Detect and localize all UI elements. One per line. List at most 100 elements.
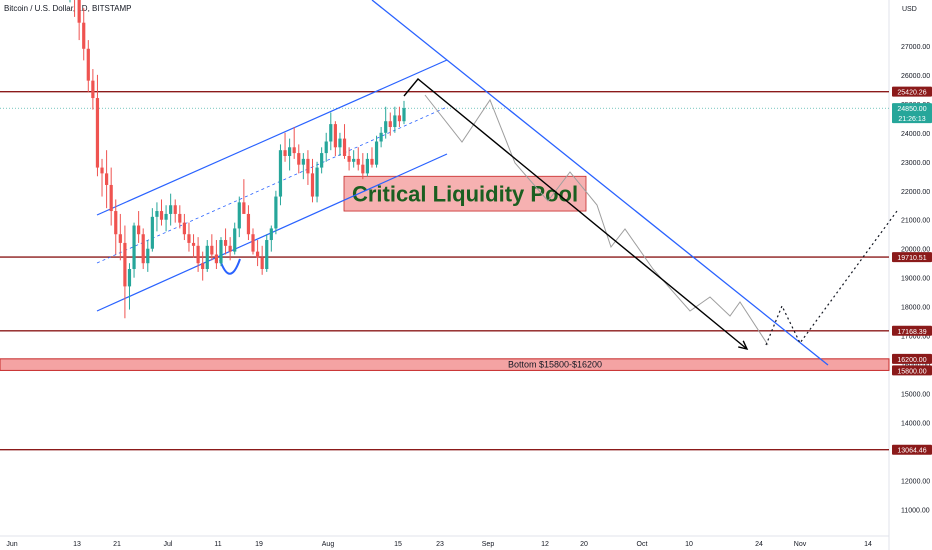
candle-body: [137, 225, 141, 235]
candle: [74, 0, 76, 17]
level-tag-label: 13064.46: [897, 448, 926, 455]
price-tick-label: 15000.00: [901, 392, 930, 399]
candle: [269, 225, 273, 252]
liquidity-pool-layer: Critical Liquidity Pool: [343, 175, 587, 212]
candle: [173, 199, 177, 223]
candle: [365, 153, 369, 177]
time-tick-label: Jun: [6, 541, 17, 548]
price-tick-label: 20000.00: [901, 247, 930, 254]
candle-body: [182, 222, 186, 235]
candle-body: [278, 150, 283, 197]
candle-body: [196, 245, 200, 264]
candle: [210, 234, 214, 261]
candle: [384, 106, 388, 139]
current-price-tag-label: 24850.00: [897, 106, 926, 113]
candle-body: [123, 242, 127, 287]
liquidity-pool-label: Critical Liquidity Pool: [352, 182, 578, 207]
candle: [255, 240, 260, 267]
candle-body: [393, 115, 397, 128]
channel-upper-line: [96, 59, 448, 216]
candle-body: [169, 205, 173, 214]
recovery-dotted-path: [765, 210, 898, 346]
candle-body: [288, 147, 292, 156]
candle-body: [374, 141, 379, 165]
candle: [205, 240, 209, 272]
candle: [242, 179, 246, 214]
price-tick-label: 21000.00: [901, 218, 930, 225]
candle-body: [205, 245, 209, 269]
candle-body: [105, 173, 109, 185]
candle-body: [233, 228, 237, 252]
price-tick-label: 14000.00: [901, 421, 930, 428]
candle: [274, 190, 278, 235]
time-axis[interactable]: Jun 13 21 Jul 11 19 Aug 15 23 Sep 12 20 Oct 10 24 Nov 14: [6, 541, 872, 548]
time-tick-label: 19: [255, 541, 263, 548]
candle-body: [384, 121, 388, 133]
candle-body: [214, 254, 219, 264]
candle-body: [159, 211, 164, 220]
candle-body: [402, 108, 406, 122]
candle: [169, 193, 173, 226]
price-tags-layer: 25420.26 19710.51 17168.39 13064.46 16200.00…: [892, 86, 932, 455]
candle: [402, 100, 406, 125]
candle-body: [379, 132, 383, 142]
candle-body: [77, 0, 81, 23]
candle-body: [265, 240, 269, 269]
candle: [237, 196, 241, 238]
candle: [86, 40, 90, 93]
candle-body: [95, 98, 100, 168]
candle-body: [127, 269, 132, 287]
candle-body: [164, 213, 168, 220]
candle-body: [255, 251, 260, 258]
candle-body: [338, 138, 342, 148]
candle: [320, 147, 324, 174]
candle: [137, 211, 141, 243]
candle: [146, 240, 150, 272]
current-price-tag: [892, 103, 932, 124]
zone-high-tag-label: 16200.00: [897, 357, 926, 364]
candle-body: [118, 234, 122, 243]
candle-body: [201, 263, 205, 269]
candle: [228, 237, 232, 261]
candle-body: [155, 211, 159, 217]
candle: [292, 127, 296, 159]
level-tag-label: 17168.39: [897, 329, 926, 336]
level-tag-label: 25420.26: [897, 90, 926, 97]
candle-body: [150, 216, 154, 249]
candle: [233, 222, 237, 255]
candle: [118, 213, 122, 261]
candle: [214, 240, 219, 269]
candle: [315, 161, 319, 203]
price-tick-label: 23000.00: [901, 160, 930, 167]
candle: [361, 153, 365, 180]
candle-body: [210, 245, 214, 255]
candle: [109, 167, 113, 226]
time-tick-label: Aug: [322, 541, 335, 548]
zone-low-tag: [892, 365, 932, 376]
projection-zigzag: [424, 94, 769, 346]
candle: [100, 158, 104, 197]
candle-body: [347, 155, 351, 162]
candle-body: [292, 147, 296, 154]
projection-layer: [403, 78, 898, 351]
price-tick-label: 27000.00: [901, 44, 930, 51]
time-tick-label: Nov: [794, 541, 807, 548]
bottom-zone-label: Bottom $15800-$16200: [508, 360, 602, 370]
price-tick-label: 24000.00: [901, 131, 930, 138]
candle-body: [365, 158, 369, 174]
candle-body: [388, 121, 392, 128]
candle: [196, 237, 200, 272]
candle: [150, 208, 154, 252]
candle-body: [109, 184, 113, 212]
candle: [356, 147, 360, 171]
candle: [219, 237, 223, 267]
bottom-zone-layer: Bottom $15800-$16200: [0, 358, 890, 371]
candle: [374, 135, 379, 168]
bottom-zone: [0, 358, 890, 371]
candle-body: [370, 158, 374, 165]
candle: [182, 213, 186, 241]
candle: [283, 132, 287, 162]
candle: [251, 228, 255, 255]
candle-body: [187, 234, 191, 243]
